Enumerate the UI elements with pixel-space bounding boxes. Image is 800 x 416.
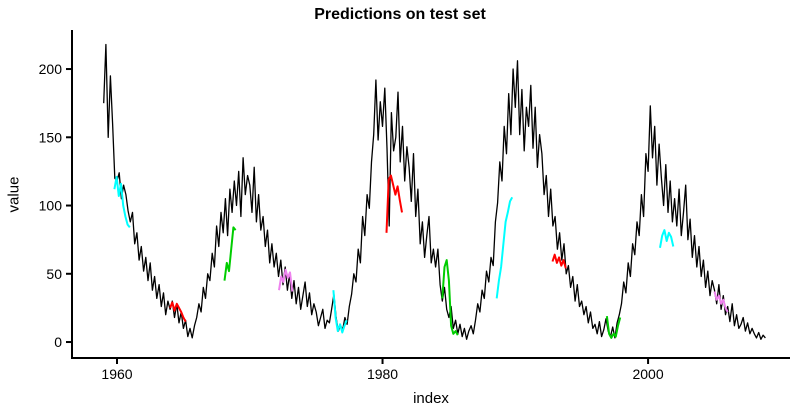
x-tick-label: 1960 (101, 366, 132, 382)
segment-prediction-1968 (223, 226, 237, 281)
y-tick-label: 0 (54, 334, 62, 350)
y-tick-label: 150 (39, 129, 63, 145)
segment-prediction-1964 (169, 301, 187, 323)
y-tick-label: 100 (39, 198, 63, 214)
tick-labels: 1960 1980 2000 0 50 100 150 200 (39, 61, 664, 382)
segment-prediction-2005 (713, 291, 729, 313)
axes (66, 30, 790, 364)
segment-prediction-1980 (385, 174, 403, 233)
segment-prediction-1992 (551, 253, 567, 269)
segment-prediction-1996 (605, 315, 622, 339)
segment-prediction-1984 (441, 259, 459, 336)
chart-title: Predictions on test set (314, 6, 486, 23)
x-tick-label: 2000 (632, 366, 663, 382)
segment-prediction-1976 (332, 290, 348, 334)
segment-prediction-1972 (278, 268, 294, 292)
segment-prediction-1988 (495, 196, 514, 299)
y-tick-label: 200 (39, 61, 63, 77)
segment-prediction-2000 (659, 229, 675, 248)
x-axis-label: index (413, 390, 449, 407)
x-tick-label: 1980 (367, 366, 398, 382)
series-lines (103, 43, 766, 340)
segment-prediction-1960 (113, 175, 131, 229)
series-actual (103, 43, 766, 340)
y-tick-label: 50 (46, 266, 62, 282)
